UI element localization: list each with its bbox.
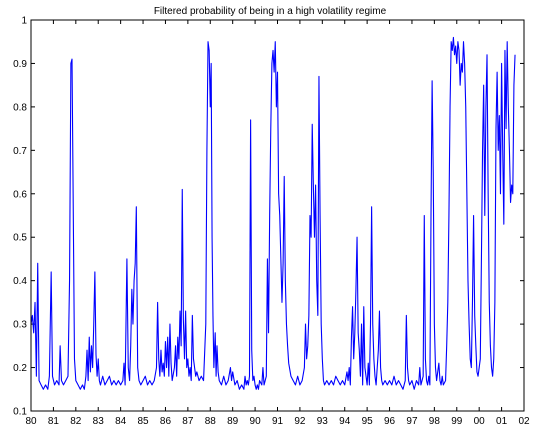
x-tick-label: 94	[339, 416, 351, 427]
x-tick-label: 88	[205, 416, 217, 427]
y-tick-label: 1	[21, 16, 27, 27]
x-tick-label: 83	[93, 416, 105, 427]
y-tick-label: 0.4	[13, 276, 27, 287]
y-axis: 0.1 0.2 0.3 0.4 0.5 0.6 0.7 0.8 0.9 1	[13, 16, 524, 418]
x-tick-label: 89	[227, 416, 239, 427]
x-tick-label: 82	[70, 416, 82, 427]
plot-series	[30, 36, 516, 390]
x-tick-label: 02	[518, 416, 530, 427]
x-tick-label: 92	[294, 416, 306, 427]
x-tick-label: 81	[48, 416, 60, 427]
x-tick-label: 91	[272, 416, 284, 427]
chart-title: Filtered probability of being in a high …	[154, 6, 387, 17]
series-line	[30, 36, 516, 390]
x-tick-label: 95	[362, 416, 374, 427]
x-tick-label: 00	[474, 416, 486, 427]
y-tick-label: 0.5	[13, 233, 27, 244]
y-tick-label: 0.7	[13, 146, 27, 157]
x-tick-label: 86	[160, 416, 172, 427]
x-tick-label: 97	[406, 416, 418, 427]
y-tick-label: 0.1	[13, 407, 27, 418]
x-tick-label: 01	[496, 416, 508, 427]
x-tick-label: 99	[451, 416, 463, 427]
x-tick-label: 98	[429, 416, 441, 427]
y-tick-label: 0.3	[13, 320, 27, 331]
y-tick-label: 0.8	[13, 102, 27, 113]
y-tick-label: 0.6	[13, 189, 27, 200]
x-tick-label: 96	[384, 416, 396, 427]
y-tick-label: 0.9	[13, 59, 27, 70]
x-tick-label: 85	[137, 416, 149, 427]
x-tick-label: 87	[182, 416, 194, 427]
plot-area	[30, 19, 525, 412]
y-tick-label: 0.2	[13, 363, 27, 374]
x-tick-label: 93	[317, 416, 329, 427]
x-axis: 80 81 82 83 84 85 86 87 88 89 90 91 92 93 94 95 96 97 98 99…	[25, 20, 530, 427]
x-tick-label: 80	[25, 416, 37, 427]
x-tick-label: 84	[115, 416, 127, 427]
x-tick-label: 90	[250, 416, 262, 427]
